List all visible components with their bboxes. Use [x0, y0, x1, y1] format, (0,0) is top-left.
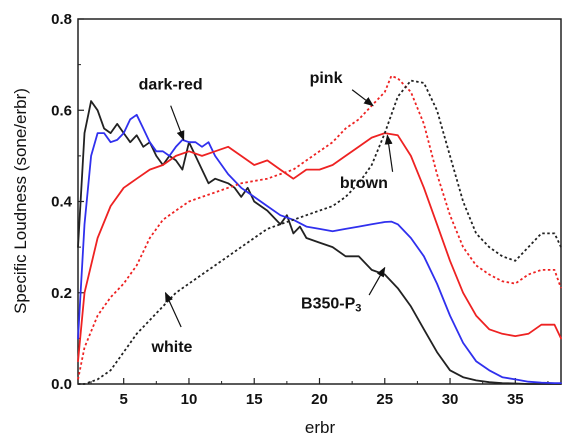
series-line-blue — [77, 113, 562, 385]
y-tick-label: 0.6 — [51, 102, 72, 119]
x-tick-label: 5 — [120, 391, 128, 408]
annotation-arrow-brown — [384, 134, 394, 172]
annotation-label-pink: pink — [310, 70, 343, 87]
y-axis: 0.0 0.2 0.4 0.6 0.8 — [51, 11, 84, 393]
y-tick-label: 0.8 — [51, 11, 72, 28]
y-tick-label: 0.2 — [51, 285, 72, 302]
annotation-label-b350: B350-P3 — [301, 296, 361, 315]
x-tick-label: 35 — [507, 391, 524, 408]
annotation-layer: dark-red pink brown B350-P3 white — [139, 70, 394, 356]
y-tick-label: 0.4 — [51, 194, 73, 211]
x-tick-label: 15 — [246, 391, 263, 408]
y-tick-label: 0.0 — [51, 376, 72, 393]
x-axis-title: erbr — [305, 418, 336, 437]
x-tick-label: 30 — [442, 391, 459, 408]
x-axis: 5 10 15 20 25 30 35 — [90, 378, 549, 408]
annotation-label-dark-red: dark-red — [139, 77, 203, 94]
annotation-label-brown: brown — [340, 175, 388, 192]
annotation-arrow-b350 — [368, 266, 386, 296]
annotation-label-white: white — [151, 339, 193, 356]
series-line-black-dotted — [78, 79, 562, 385]
x-tick-label: 20 — [311, 391, 328, 408]
series-layer — [77, 75, 562, 385]
series-line-red — [77, 132, 562, 363]
series-line-red-dotted — [77, 75, 562, 380]
annotation-arrow-white — [164, 291, 182, 328]
x-tick-label: 25 — [376, 391, 393, 408]
y-axis-title: Specific Loudness (sone/erbr) — [11, 88, 30, 314]
x-tick-label: 10 — [181, 391, 198, 408]
annotation-arrow-pink — [351, 89, 374, 107]
annotation-arrow-dark-red — [170, 105, 185, 141]
